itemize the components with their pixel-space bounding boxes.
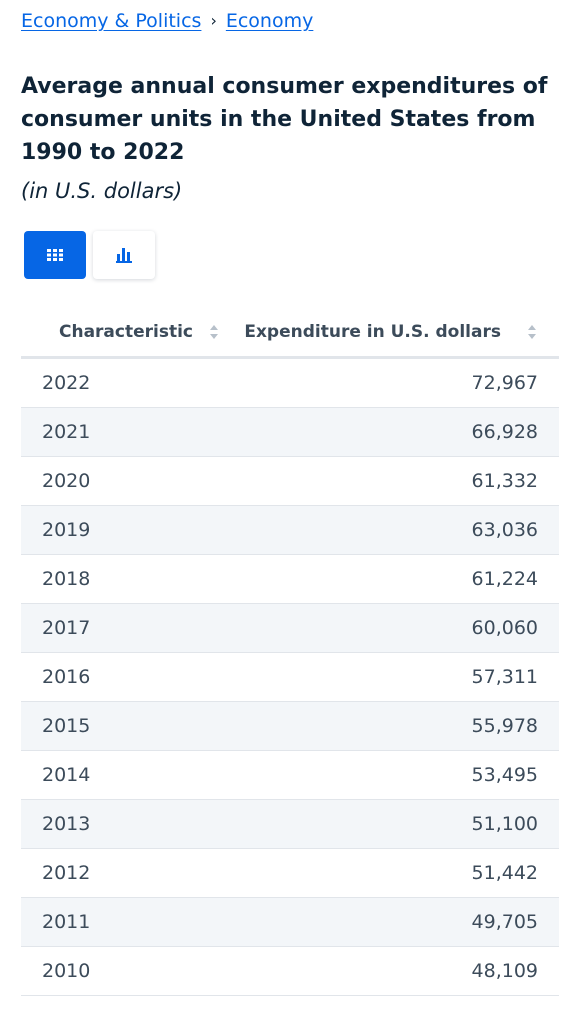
breadcrumb-link-economy[interactable]: Economy: [225, 10, 314, 32]
table-row: 2021 66,928: [21, 407, 559, 457]
year-cell: 2020: [21, 456, 229, 506]
year-cell: 2021: [21, 407, 229, 457]
table-row: 2012 51,442: [21, 848, 559, 898]
year-cell: 2015: [21, 701, 229, 751]
bar-chart-icon: [116, 247, 132, 263]
year-cell: 2019: [21, 505, 229, 555]
statistics-table: Characteristic Expenditure in U.S. dolla…: [21, 308, 559, 996]
year-cell: 2010: [21, 946, 229, 996]
expenditure-cell: 57,311: [228, 652, 559, 702]
expenditure-cell: 51,442: [228, 848, 559, 898]
table-row: 2011 49,705: [21, 897, 559, 947]
column-header-characteristic-label: Characteristic: [59, 322, 193, 342]
expenditure-cell: 51,100: [228, 799, 559, 849]
expenditure-cell: 60,060: [228, 603, 559, 653]
table-row: 2018 61,224: [21, 554, 559, 604]
column-header-characteristic[interactable]: Characteristic: [21, 308, 229, 359]
table-grid-icon: [47, 249, 63, 261]
expenditure-cell: 48,109: [228, 946, 559, 996]
breadcrumb-separator: ›: [210, 11, 217, 30]
table-row: 2016 57,311: [21, 652, 559, 702]
column-header-expenditure[interactable]: Expenditure in U.S. dollars: [228, 308, 559, 359]
year-cell: 2018: [21, 554, 229, 604]
expenditure-cell: 61,332: [228, 456, 559, 506]
expenditure-cell: 66,928: [228, 407, 559, 457]
year-cell: 2014: [21, 750, 229, 800]
table-row: 2017 60,060: [21, 603, 559, 653]
table-row: 2020 61,332: [21, 456, 559, 506]
table-row: 2013 51,100: [21, 799, 559, 849]
table-row: 2015 55,978: [21, 701, 559, 751]
expenditure-cell: 55,978: [228, 701, 559, 751]
table-row: 2022 72,967: [21, 357, 559, 408]
year-cell: 2012: [21, 848, 229, 898]
table-row: 2014 53,495: [21, 750, 559, 800]
sort-arrows-icon: [528, 325, 536, 339]
expenditure-cell: 63,036: [228, 505, 559, 555]
page-title: Average annual consumer expenditures of …: [21, 74, 548, 165]
sort-arrows-icon: [210, 325, 218, 339]
year-cell: 2013: [21, 799, 229, 849]
year-cell: 2011: [21, 897, 229, 947]
table-header-row: Characteristic Expenditure in U.S. dolla…: [21, 308, 559, 359]
page-subtitle: (in U.S. dollars): [21, 179, 183, 203]
expenditure-cell: 72,967: [228, 357, 559, 408]
breadcrumb: Economy & Politics › Economy: [21, 7, 313, 35]
table-row: 2010 48,109: [21, 946, 559, 996]
table-row: 2019 63,036: [21, 505, 559, 555]
year-cell: 2016: [21, 652, 229, 702]
chart-view-button[interactable]: [93, 231, 155, 279]
view-toggle: [24, 231, 155, 279]
table-view-button[interactable]: [24, 231, 86, 279]
expenditure-cell: 61,224: [228, 554, 559, 604]
year-cell: 2017: [21, 603, 229, 653]
expenditure-cell: 49,705: [228, 897, 559, 947]
expenditure-cell: 53,495: [228, 750, 559, 800]
column-header-expenditure-label: Expenditure in U.S. dollars: [244, 322, 501, 342]
breadcrumb-link-economy-politics[interactable]: Economy & Politics: [21, 10, 202, 32]
year-cell: 2022: [21, 357, 229, 408]
